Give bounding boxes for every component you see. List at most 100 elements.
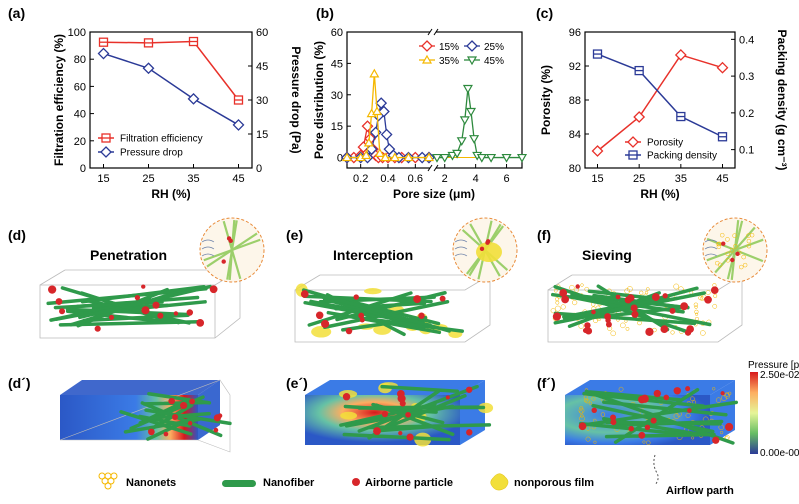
chart-a-y2label: Pressure drop (Pa) xyxy=(289,46,303,153)
airborne-particle xyxy=(669,307,676,314)
nonporous-film xyxy=(478,402,494,414)
y2-tick-label: 45 xyxy=(256,61,268,73)
zoom-airflow xyxy=(704,239,718,243)
airborne-particle xyxy=(213,427,219,433)
y-tick-label: 92 xyxy=(569,61,581,73)
airborne-particle xyxy=(445,395,450,400)
nanonet-cell xyxy=(685,412,691,418)
axis-break-mark xyxy=(427,28,433,36)
x-tick-label: 35 xyxy=(187,173,199,185)
nanonet-cell xyxy=(694,309,699,314)
airborne-particle xyxy=(196,319,205,327)
airborne-particle xyxy=(653,389,661,398)
zoom-airflow xyxy=(454,253,468,257)
nanonet-cell xyxy=(719,430,724,435)
nanonet-cell xyxy=(700,330,706,336)
airborne-particle xyxy=(591,309,596,315)
airborne-particle xyxy=(663,394,670,401)
airborne-particle xyxy=(359,317,365,323)
x-tick-label: 45 xyxy=(716,173,728,185)
airborne-particle xyxy=(610,419,617,426)
nanonet-cell xyxy=(584,286,590,292)
legend-nanonets: Nanonets xyxy=(126,477,176,489)
legend-label: Filtration efficiency xyxy=(120,134,203,145)
y2-tick-label: 0.3 xyxy=(739,71,754,83)
airborne-particle xyxy=(591,407,597,414)
airborne-particle xyxy=(59,308,66,315)
legend-marker xyxy=(100,146,112,158)
data-point xyxy=(447,151,458,161)
nanonet-cell xyxy=(585,426,591,431)
nanonet-cell xyxy=(572,299,578,306)
nanonet-cell xyxy=(645,287,650,291)
legend-airborne-particle: Airborne particle xyxy=(365,477,453,489)
x-tick-label: 25 xyxy=(142,173,154,185)
data-point xyxy=(452,149,463,159)
nanonet-cell xyxy=(554,305,561,312)
nanonet-cell xyxy=(591,396,596,401)
data-point xyxy=(459,116,470,126)
nanofiber xyxy=(605,420,722,426)
chart-c-xlabel: RH (%) xyxy=(640,187,679,201)
nonporous-film xyxy=(340,411,358,420)
axis-break-mark xyxy=(433,28,439,36)
data-point xyxy=(486,153,497,163)
airborne-particle xyxy=(650,417,657,424)
nanonet-cell xyxy=(670,330,675,335)
nanofiber xyxy=(342,432,451,442)
pressure-map-d xyxy=(59,379,232,453)
nanonet-cell xyxy=(579,406,584,410)
nanonet-cell xyxy=(639,290,644,295)
y-tick-label: 80 xyxy=(74,54,86,66)
y-tick-label: 96 xyxy=(569,27,581,39)
zoom-nanonet xyxy=(715,260,720,266)
nanonet-cell xyxy=(610,330,616,337)
airflow-path-icon xyxy=(653,454,659,486)
legend-label: Packing density xyxy=(647,151,717,162)
airborne-particle xyxy=(685,386,691,392)
airborne-particle xyxy=(660,325,669,334)
nanonet-cell xyxy=(646,440,651,445)
nonporous-film xyxy=(311,326,332,338)
airborne-particle xyxy=(644,424,651,431)
zoom-nanonet xyxy=(725,251,730,257)
nanofiber xyxy=(147,392,212,405)
airborne-particle xyxy=(578,422,587,431)
y2-tick-label: 0 xyxy=(256,163,262,175)
airborne-particle xyxy=(141,284,146,289)
airborne-particle xyxy=(584,322,591,329)
zoom-airflow xyxy=(454,246,468,250)
data-point xyxy=(516,153,528,163)
legend-label: Pressure drop xyxy=(120,148,183,159)
nanonet-cell xyxy=(580,283,584,287)
colorbar-min: 0.00e-00 xyxy=(760,448,799,459)
airborne-particle xyxy=(645,327,654,336)
data-point xyxy=(403,152,414,162)
axis-break-bottom-mask xyxy=(430,165,436,171)
panel-label-e: (e) xyxy=(286,227,303,243)
airborne-particle xyxy=(186,309,194,316)
nanonet-cell xyxy=(555,300,560,305)
nanonet-cell xyxy=(673,413,680,420)
zoom-particle xyxy=(721,241,726,246)
airborne-particle xyxy=(662,293,668,299)
nanonet-cell xyxy=(673,283,680,290)
data-point xyxy=(469,135,480,144)
chart-b-xlabel: Pore size (μm) xyxy=(393,187,475,201)
data-point xyxy=(465,107,477,117)
nonporous-film xyxy=(364,288,382,295)
panel-label-c: (c) xyxy=(536,5,553,21)
x-tick-label: 0.2 xyxy=(353,173,368,185)
y-tick-label: 100 xyxy=(68,27,86,39)
nanofiber xyxy=(307,291,413,327)
axis-break-top-mask xyxy=(430,29,436,35)
pressure-map-e xyxy=(305,380,494,447)
schematic-penetration xyxy=(39,217,265,339)
zoom-particle xyxy=(735,251,740,256)
schematic-interception xyxy=(294,217,518,343)
zoom-fiber xyxy=(706,237,764,263)
airborne-particle xyxy=(342,393,351,401)
airborne-particle xyxy=(561,295,570,304)
y2-tick-label: 0.2 xyxy=(739,108,754,120)
